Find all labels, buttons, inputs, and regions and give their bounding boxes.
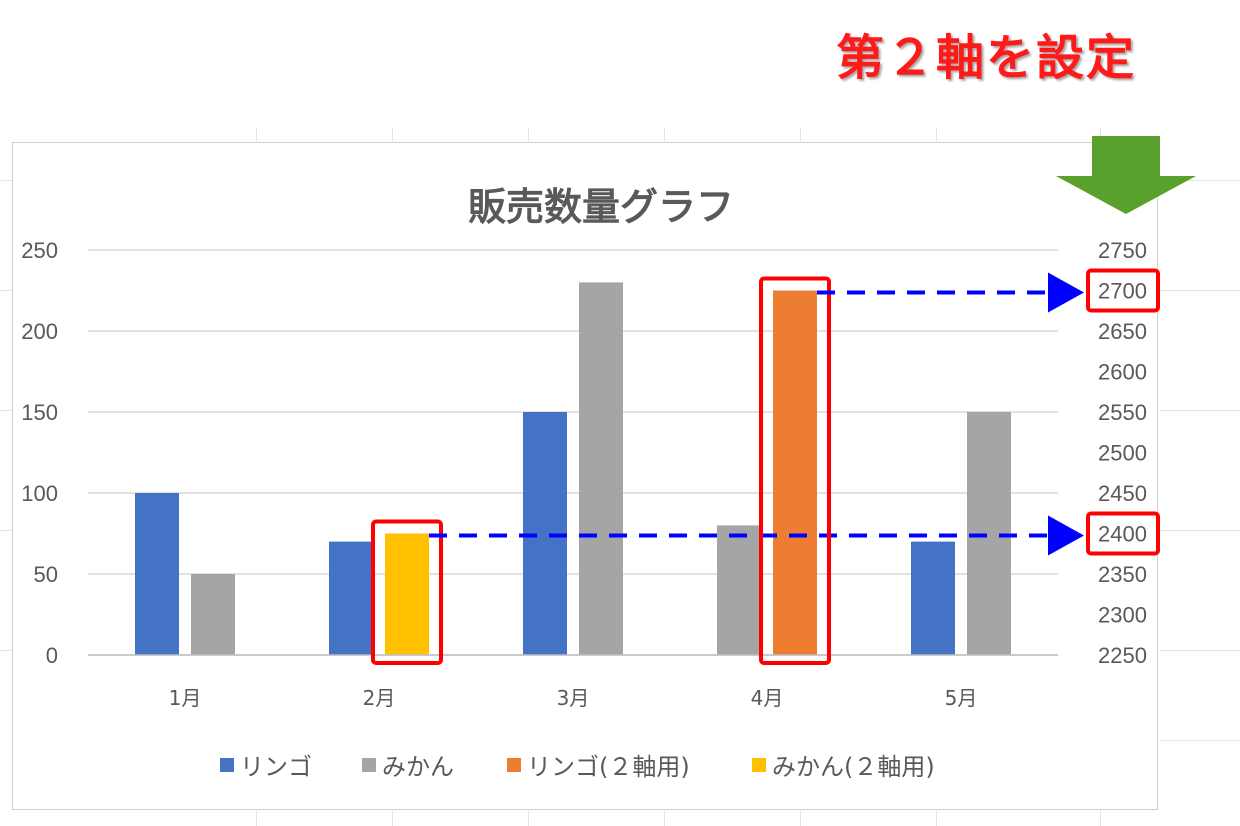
- y-axis-tick-label: 250: [21, 238, 58, 263]
- y2-axis-tick-label: 2250: [1098, 643, 1147, 668]
- down-arrow-icon: [1056, 136, 1196, 214]
- legend-label: リンゴ(２軸用): [527, 753, 690, 781]
- x-axis-category-label: 2月: [363, 686, 396, 710]
- y-axis-tick-label: 50: [34, 562, 58, 587]
- y-axis-tick-label: 100: [21, 481, 58, 506]
- y2-axis-tick-label: 2450: [1098, 481, 1147, 506]
- bar-2-1: [191, 574, 235, 655]
- bar-2-4: [717, 525, 761, 655]
- highlight-box: [371, 519, 443, 665]
- legend-swatch: [752, 758, 766, 772]
- legend-swatch: [362, 758, 376, 772]
- headline: 第２軸を設定: [836, 30, 1137, 86]
- bar-1-1: [135, 493, 179, 655]
- bar-4-2: [385, 533, 429, 655]
- x-axis-category-label: 1月: [169, 686, 202, 710]
- y2-axis-tick-label: 2600: [1098, 360, 1147, 385]
- bar-2-3: [579, 282, 623, 655]
- legend-label: みかん(２軸用): [772, 753, 935, 781]
- legend-label: みかん: [382, 753, 454, 781]
- y2-axis-tick-label: 2300: [1098, 603, 1147, 628]
- bar-3-4: [773, 290, 817, 655]
- x-axis-category-label: 5月: [945, 686, 978, 710]
- y-axis-tick-label: 0: [46, 643, 58, 668]
- x-axis-category-label: 4月: [751, 686, 784, 710]
- highlight-box: [759, 276, 831, 665]
- bar-1-5: [911, 541, 955, 655]
- y2-axis-tick-label: 2750: [1098, 238, 1147, 263]
- x-axis-category-label: 3月: [557, 686, 590, 710]
- y-axis-tick-label: 200: [21, 319, 58, 344]
- y-axis-tick-label: 150: [21, 400, 58, 425]
- y2-axis-tick-label: 2650: [1098, 319, 1147, 344]
- y2-axis-tick-label: 2550: [1098, 400, 1147, 425]
- bar-1-2: [329, 541, 373, 655]
- y2-value-highlight: [1086, 511, 1160, 556]
- y2-axis-tick-label: 2500: [1098, 441, 1147, 466]
- legend-label: リンゴ: [240, 753, 312, 781]
- y2-axis-tick-label: 2400: [1098, 522, 1147, 547]
- legend-swatch: [507, 758, 521, 772]
- y2-value-highlight: [1086, 268, 1160, 313]
- legend-swatch: [220, 758, 234, 772]
- y2-axis-tick-label: 2350: [1098, 562, 1147, 587]
- y2-axis-tick-label: 2700: [1098, 279, 1147, 304]
- chart-title: 販売数量グラフ: [468, 185, 734, 229]
